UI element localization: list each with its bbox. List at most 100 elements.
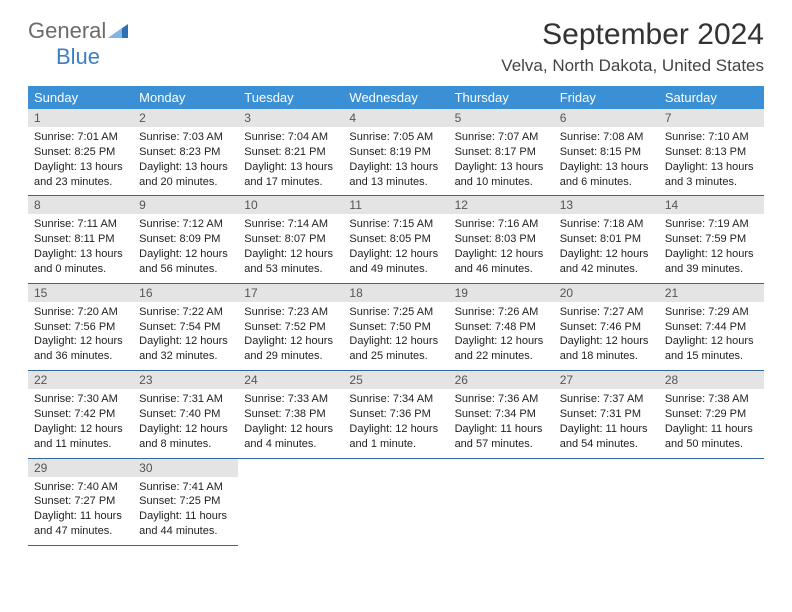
day-content: Sunrise: 7:11 AMSunset: 8:11 PMDaylight:… (28, 214, 133, 282)
day-number: 19 (449, 284, 554, 302)
calendar-cell: 15Sunrise: 7:20 AMSunset: 7:56 PMDayligh… (28, 283, 133, 370)
day-content: Sunrise: 7:20 AMSunset: 7:56 PMDaylight:… (28, 302, 133, 370)
calendar-cell: 18Sunrise: 7:25 AMSunset: 7:50 PMDayligh… (343, 283, 448, 370)
calendar-cell: .. (659, 458, 764, 545)
calendar-cell: .. (238, 458, 343, 545)
day-number: 20 (554, 284, 659, 302)
col-tuesday: Tuesday (238, 86, 343, 109)
day-number: 3 (238, 109, 343, 127)
day-content: Sunrise: 7:37 AMSunset: 7:31 PMDaylight:… (554, 389, 659, 457)
day-number: 5 (449, 109, 554, 127)
calendar-cell: 9Sunrise: 7:12 AMSunset: 8:09 PMDaylight… (133, 196, 238, 283)
logo: General Blue (28, 18, 128, 70)
day-number: 28 (659, 371, 764, 389)
calendar-cell: 22Sunrise: 7:30 AMSunset: 7:42 PMDayligh… (28, 371, 133, 458)
day-number: 13 (554, 196, 659, 214)
calendar-row: 22Sunrise: 7:30 AMSunset: 7:42 PMDayligh… (28, 371, 764, 458)
day-content: Sunrise: 7:07 AMSunset: 8:17 PMDaylight:… (449, 127, 554, 195)
day-content: Sunrise: 7:19 AMSunset: 7:59 PMDaylight:… (659, 214, 764, 282)
calendar-cell: 10Sunrise: 7:14 AMSunset: 8:07 PMDayligh… (238, 196, 343, 283)
day-content: Sunrise: 7:41 AMSunset: 7:25 PMDaylight:… (133, 477, 238, 545)
calendar-cell: 28Sunrise: 7:38 AMSunset: 7:29 PMDayligh… (659, 371, 764, 458)
header: General Blue September 2024 Velva, North… (28, 18, 764, 76)
calendar-cell: 29Sunrise: 7:40 AMSunset: 7:27 PMDayligh… (28, 458, 133, 545)
col-saturday: Saturday (659, 86, 764, 109)
day-content: Sunrise: 7:15 AMSunset: 8:05 PMDaylight:… (343, 214, 448, 282)
calendar-cell: 13Sunrise: 7:18 AMSunset: 8:01 PMDayligh… (554, 196, 659, 283)
col-wednesday: Wednesday (343, 86, 448, 109)
col-thursday: Thursday (449, 86, 554, 109)
calendar-cell: 3Sunrise: 7:04 AMSunset: 8:21 PMDaylight… (238, 109, 343, 196)
day-number: 18 (343, 284, 448, 302)
day-content: Sunrise: 7:14 AMSunset: 8:07 PMDaylight:… (238, 214, 343, 282)
calendar-cell: 12Sunrise: 7:16 AMSunset: 8:03 PMDayligh… (449, 196, 554, 283)
day-content: Sunrise: 7:30 AMSunset: 7:42 PMDaylight:… (28, 389, 133, 457)
day-number: 14 (659, 196, 764, 214)
calendar-cell: .. (343, 458, 448, 545)
day-number: 1 (28, 109, 133, 127)
day-content: Sunrise: 7:34 AMSunset: 7:36 PMDaylight:… (343, 389, 448, 457)
day-number: 25 (343, 371, 448, 389)
calendar-cell: 2Sunrise: 7:03 AMSunset: 8:23 PMDaylight… (133, 109, 238, 196)
day-content: Sunrise: 7:05 AMSunset: 8:19 PMDaylight:… (343, 127, 448, 195)
day-number: 24 (238, 371, 343, 389)
day-number: 21 (659, 284, 764, 302)
day-number: 9 (133, 196, 238, 214)
logo-blue: Blue (28, 44, 100, 69)
calendar-cell: 24Sunrise: 7:33 AMSunset: 7:38 PMDayligh… (238, 371, 343, 458)
calendar-row: 1Sunrise: 7:01 AMSunset: 8:25 PMDaylight… (28, 109, 764, 196)
calendar-cell: 14Sunrise: 7:19 AMSunset: 7:59 PMDayligh… (659, 196, 764, 283)
day-content: Sunrise: 7:18 AMSunset: 8:01 PMDaylight:… (554, 214, 659, 282)
day-number: 6 (554, 109, 659, 127)
day-number: 17 (238, 284, 343, 302)
calendar-cell: 17Sunrise: 7:23 AMSunset: 7:52 PMDayligh… (238, 283, 343, 370)
calendar-cell: 8Sunrise: 7:11 AMSunset: 8:11 PMDaylight… (28, 196, 133, 283)
calendar-cell: 16Sunrise: 7:22 AMSunset: 7:54 PMDayligh… (133, 283, 238, 370)
calendar-cell: 5Sunrise: 7:07 AMSunset: 8:17 PMDaylight… (449, 109, 554, 196)
calendar-cell: 30Sunrise: 7:41 AMSunset: 7:25 PMDayligh… (133, 458, 238, 545)
day-number: 26 (449, 371, 554, 389)
day-number: 8 (28, 196, 133, 214)
calendar-cell: 1Sunrise: 7:01 AMSunset: 8:25 PMDaylight… (28, 109, 133, 196)
col-friday: Friday (554, 86, 659, 109)
day-number: 12 (449, 196, 554, 214)
day-content: Sunrise: 7:16 AMSunset: 8:03 PMDaylight:… (449, 214, 554, 282)
calendar-cell: 4Sunrise: 7:05 AMSunset: 8:19 PMDaylight… (343, 109, 448, 196)
day-content: Sunrise: 7:25 AMSunset: 7:50 PMDaylight:… (343, 302, 448, 370)
day-number: 23 (133, 371, 238, 389)
calendar-cell: 26Sunrise: 7:36 AMSunset: 7:34 PMDayligh… (449, 371, 554, 458)
day-content: Sunrise: 7:22 AMSunset: 7:54 PMDaylight:… (133, 302, 238, 370)
weekday-header-row: Sunday Monday Tuesday Wednesday Thursday… (28, 86, 764, 109)
day-content: Sunrise: 7:29 AMSunset: 7:44 PMDaylight:… (659, 302, 764, 370)
calendar-row: 15Sunrise: 7:20 AMSunset: 7:56 PMDayligh… (28, 283, 764, 370)
calendar-cell: .. (449, 458, 554, 545)
col-sunday: Sunday (28, 86, 133, 109)
calendar-cell: 25Sunrise: 7:34 AMSunset: 7:36 PMDayligh… (343, 371, 448, 458)
day-number: 30 (133, 459, 238, 477)
day-content: Sunrise: 7:08 AMSunset: 8:15 PMDaylight:… (554, 127, 659, 195)
day-number: 27 (554, 371, 659, 389)
day-content: Sunrise: 7:01 AMSunset: 8:25 PMDaylight:… (28, 127, 133, 195)
logo-text: General Blue (28, 18, 128, 70)
day-number: 15 (28, 284, 133, 302)
day-content: Sunrise: 7:40 AMSunset: 7:27 PMDaylight:… (28, 477, 133, 545)
calendar-cell: 11Sunrise: 7:15 AMSunset: 8:05 PMDayligh… (343, 196, 448, 283)
day-content: Sunrise: 7:36 AMSunset: 7:34 PMDaylight:… (449, 389, 554, 457)
calendar-row: 8Sunrise: 7:11 AMSunset: 8:11 PMDaylight… (28, 196, 764, 283)
day-number: 29 (28, 459, 133, 477)
day-content: Sunrise: 7:12 AMSunset: 8:09 PMDaylight:… (133, 214, 238, 282)
day-number: 16 (133, 284, 238, 302)
title-block: September 2024 Velva, North Dakota, Unit… (501, 18, 764, 76)
calendar-row: 29Sunrise: 7:40 AMSunset: 7:27 PMDayligh… (28, 458, 764, 545)
day-content: Sunrise: 7:23 AMSunset: 7:52 PMDaylight:… (238, 302, 343, 370)
location: Velva, North Dakota, United States (501, 56, 764, 76)
day-content: Sunrise: 7:26 AMSunset: 7:48 PMDaylight:… (449, 302, 554, 370)
calendar-cell: 23Sunrise: 7:31 AMSunset: 7:40 PMDayligh… (133, 371, 238, 458)
day-number: 4 (343, 109, 448, 127)
day-number: 10 (238, 196, 343, 214)
day-content: Sunrise: 7:33 AMSunset: 7:38 PMDaylight:… (238, 389, 343, 457)
logo-general: General (28, 18, 106, 43)
calendar-cell: 20Sunrise: 7:27 AMSunset: 7:46 PMDayligh… (554, 283, 659, 370)
day-content: Sunrise: 7:04 AMSunset: 8:21 PMDaylight:… (238, 127, 343, 195)
col-monday: Monday (133, 86, 238, 109)
